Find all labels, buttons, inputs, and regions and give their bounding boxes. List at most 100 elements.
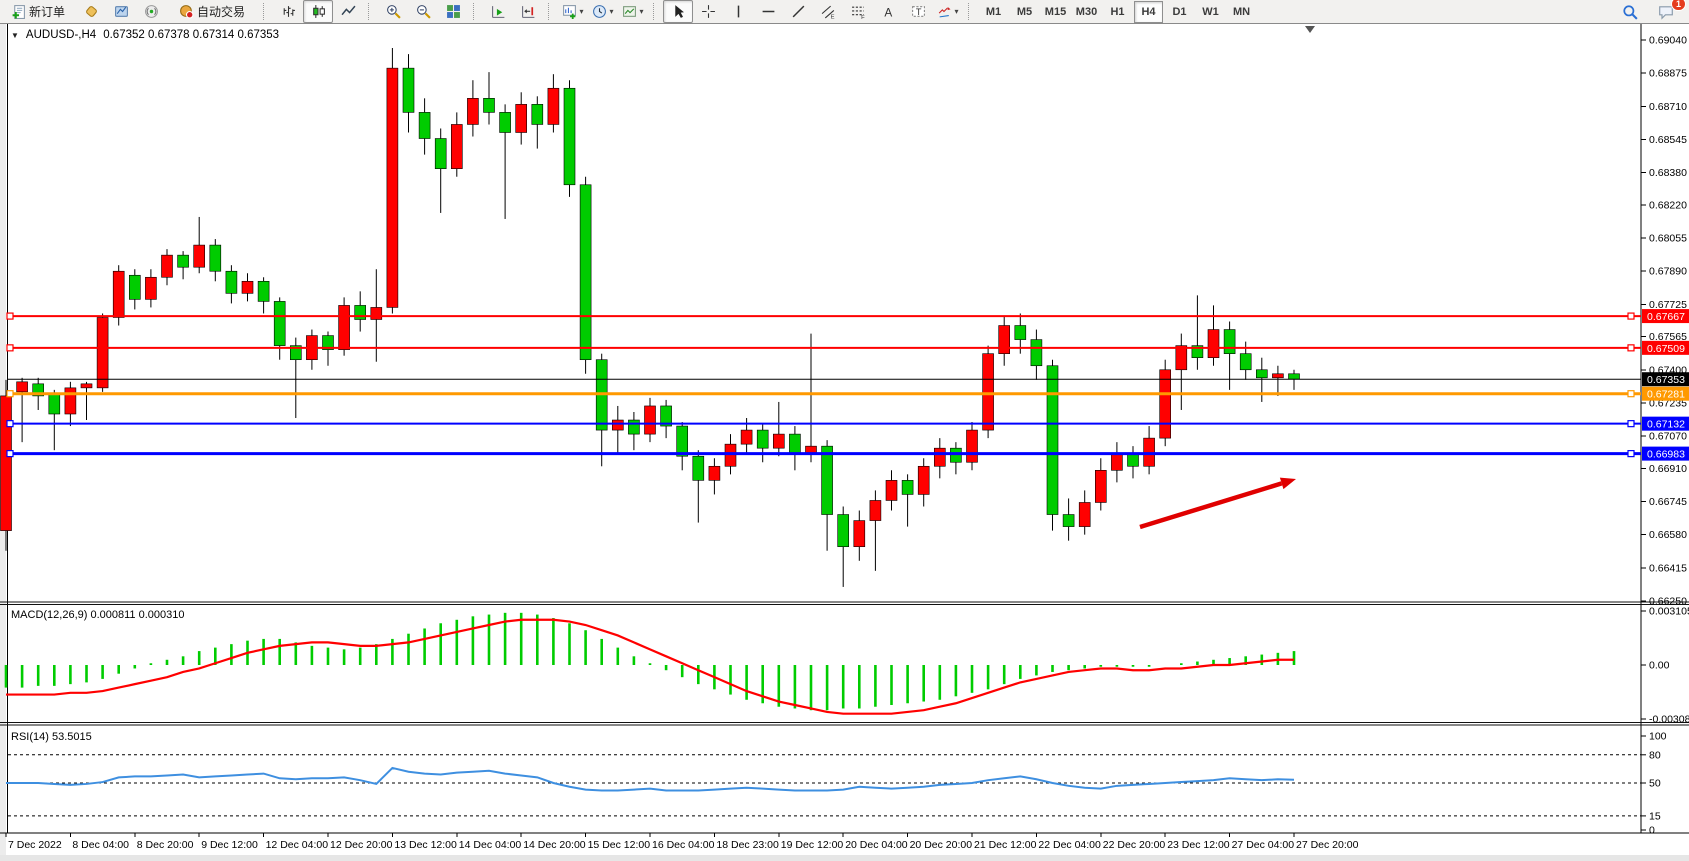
price-axis[interactable]: 0.69040 0.68875 0.68710 0.68545 0.68380 0.682… <box>1641 35 1687 608</box>
text-label-button[interactable]: T <box>903 0 933 23</box>
svg-text:100: 100 <box>1649 731 1667 743</box>
timeframe-w1-button[interactable]: W1 <box>1202 5 1219 18</box>
bear-candle <box>209 244 222 272</box>
time-axis[interactable]: 7 Dec 2022 8 Dec 04:00 8 Dec 20:00 9 Dec 12… <box>5 833 1359 851</box>
trade-group: 新订单 自动交易 <box>0 0 258 24</box>
search-button[interactable] <box>1615 0 1645 23</box>
metaeditor-button[interactable] <box>106 0 136 23</box>
chevron-down-icon[interactable]: ▼ <box>11 30 19 40</box>
timeframe-m30-button[interactable]: M30 <box>1075 5 1098 18</box>
line-handle[interactable] <box>1627 312 1635 320</box>
new-order-button[interactable]: 新订单 <box>0 0 76 23</box>
time-axis-label: 14 Dec 20:00 <box>523 839 586 851</box>
time-axis-label: 15 Dec 12:00 <box>588 839 651 851</box>
line-handle[interactable] <box>1627 450 1635 458</box>
line-handle[interactable] <box>6 420 14 428</box>
periods-button[interactable] <box>588 0 618 23</box>
rsi-layer: 100 80 50 15 0 <box>6 731 1667 837</box>
bull-candle <box>370 307 383 320</box>
bear-candle <box>628 419 640 435</box>
bull-candle <box>853 520 866 548</box>
zoom-in-button[interactable] <box>378 0 408 23</box>
bear-candle <box>418 112 431 139</box>
timeframe-h1-button[interactable]: H1 <box>1110 5 1125 18</box>
bear-candle <box>225 270 238 294</box>
tile-windows-button[interactable] <box>438 0 468 23</box>
timeframe-mn-button[interactable]: MN <box>1232 5 1251 18</box>
line-handle[interactable] <box>1627 390 1635 398</box>
horizontal-line-button[interactable] <box>753 0 783 23</box>
auto-scroll-icon <box>491 4 506 19</box>
cursor-button[interactable] <box>663 0 693 23</box>
vertical-line-button[interactable] <box>723 0 753 23</box>
bear-candle <box>129 274 141 300</box>
timeframe-m5-button[interactable]: M5 <box>1016 5 1033 18</box>
price-label-text: 0.67353 <box>1647 374 1685 386</box>
chart-shift-button[interactable] <box>513 0 543 23</box>
bar-chart-icon <box>281 4 296 19</box>
signal-button[interactable] <box>136 0 166 23</box>
auto-scroll-button[interactable] <box>483 0 513 23</box>
bar-chart-button[interactable] <box>273 0 303 23</box>
crosshair-button[interactable] <box>693 0 723 23</box>
periods-icon <box>592 4 607 19</box>
templates-button[interactable] <box>618 0 648 23</box>
auto-trading-label: 自动交易 <box>196 5 245 19</box>
candlestick-button[interactable] <box>303 0 333 23</box>
hlines-layer[interactable]: 0.67667 0.67509 0.67353 0.67281 0.67132 0.669… <box>6 309 1689 461</box>
equidistant-channel-button[interactable]: E <box>813 0 843 23</box>
bull-candle <box>1159 369 1171 439</box>
time-axis-label: 20 Dec 20:00 <box>910 839 973 851</box>
bull-candle <box>917 465 930 495</box>
new-chart-button[interactable] <box>558 0 588 23</box>
price-label-text: 0.67667 <box>1647 311 1685 323</box>
text-label-icon: T <box>911 4 926 19</box>
bull-candle <box>869 500 882 521</box>
bear-candle <box>177 254 189 268</box>
line-handle[interactable] <box>6 312 14 320</box>
bull-candle <box>933 447 946 467</box>
timeframe-h4-button[interactable]: H4 <box>1134 0 1163 23</box>
chart-symbol-period: AUDUSD-,H4 <box>25 29 97 41</box>
zoom-out-button[interactable] <box>408 0 438 23</box>
gold-seal-button[interactable] <box>76 0 106 23</box>
bull-candle <box>772 433 785 449</box>
timeframe-d1-button[interactable]: D1 <box>1172 5 1187 18</box>
line-handle[interactable] <box>6 344 14 352</box>
objects-group: E F A T <box>663 0 963 24</box>
line-handle[interactable] <box>6 450 14 458</box>
trendline-button[interactable] <box>783 0 813 23</box>
pane-borders <box>0 24 1689 861</box>
bull-candle <box>241 280 254 294</box>
svg-text:0.68220: 0.68220 <box>1649 199 1687 211</box>
scroll-group <box>483 0 543 24</box>
timeframe-m15-button[interactable]: M15 <box>1044 5 1067 18</box>
chart-shift-marker[interactable] <box>1305 26 1315 33</box>
text-button[interactable]: A <box>873 0 903 23</box>
line-handle[interactable] <box>6 390 14 398</box>
bear-candle <box>1288 373 1300 380</box>
time-axis-label: 27 Dec 04:00 <box>1232 839 1295 851</box>
svg-text:0.68545: 0.68545 <box>1649 134 1687 146</box>
metaeditor-icon <box>114 4 129 19</box>
fibonacci-button[interactable]: F <box>843 0 873 23</box>
vertical-line-icon <box>731 4 746 19</box>
price-label-box <box>1642 446 1689 461</box>
line-handle[interactable] <box>1627 420 1635 428</box>
price-label-box <box>1642 386 1689 401</box>
bull-candle <box>611 419 624 431</box>
chat-button[interactable]: 1 <box>1651 0 1686 23</box>
timeframe-m1-button[interactable]: M1 <box>985 5 1002 18</box>
bull-candle <box>145 276 157 300</box>
line-handle[interactable] <box>1627 344 1635 352</box>
svg-text:0.67565: 0.67565 <box>1649 331 1687 343</box>
chart-shift-icon <box>521 4 536 19</box>
auto-trading-button[interactable]: 自动交易 <box>166 0 258 23</box>
arrows-button[interactable] <box>933 0 963 23</box>
arrow-object[interactable] <box>1139 477 1296 530</box>
bull-candle <box>64 387 77 415</box>
notification-badge: 1 <box>1670 0 1686 11</box>
price-label-text: 0.66983 <box>1647 449 1685 461</box>
line-chart-button[interactable] <box>333 0 363 23</box>
